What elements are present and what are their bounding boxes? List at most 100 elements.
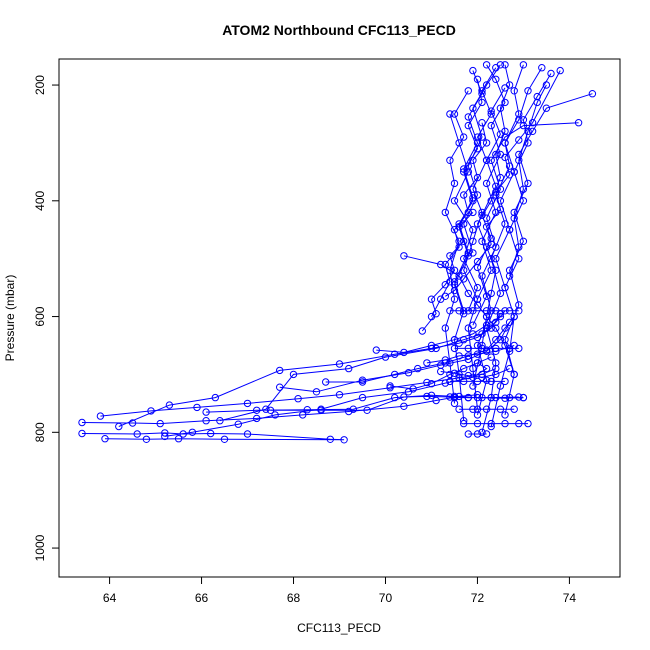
data-point [496,312,505,321]
data-point [335,360,344,368]
data-point [446,110,454,118]
data-point [519,185,528,193]
data-point [423,359,431,367]
data-point [464,87,472,95]
data-point [358,376,367,384]
data-point [492,307,500,315]
x-tick-label: 64 [103,591,117,605]
data-point [519,121,528,130]
data-point [533,98,541,107]
data-point [496,61,505,69]
data-point [441,208,449,217]
series-39 [505,81,551,280]
data-point [515,110,523,118]
data-point [455,352,463,360]
data-point [519,393,528,402]
data-point [446,252,454,260]
data-point [460,165,468,173]
data-point [482,430,491,438]
data-point [492,182,500,191]
series-line [509,84,547,277]
data-point [524,179,532,188]
series-line [445,70,561,297]
data-point [349,405,357,413]
data-point [450,197,459,205]
data-point [492,150,500,159]
data-point [510,87,518,95]
data-point [243,430,252,438]
series-37 [450,66,486,318]
series-line [279,322,511,393]
data-point [528,127,537,136]
data-point [473,419,482,428]
data-point [418,327,426,335]
data-point [515,150,523,159]
data-point [400,348,408,357]
data-point [515,156,523,165]
data-point [450,286,459,295]
data-point [147,407,155,415]
data-point [501,419,509,428]
data-point [469,382,477,390]
data-point [276,366,284,375]
data-point [450,281,459,289]
data-point [460,275,468,283]
series-line [81,432,345,441]
data-point [487,107,495,115]
series-line [504,93,593,416]
data-point [207,429,215,438]
data-point [469,405,477,413]
series-33 [437,364,514,381]
data-point [556,66,564,75]
data-point [455,405,463,413]
data-point [487,353,495,361]
data-point [478,344,486,353]
data-point [446,307,454,315]
data-point [450,336,459,344]
data-point [464,371,472,380]
data-point [202,408,210,416]
series-27 [455,405,518,413]
data-point [464,344,472,353]
data-point [496,150,505,159]
data-point [460,364,468,373]
data-point [505,266,514,274]
x-axis-label: CFC113_PECD [297,621,381,635]
data-point [101,435,109,443]
data-point [414,364,422,373]
data-point [492,75,500,84]
data-point [441,260,449,269]
data-point [450,344,459,353]
data-point [133,430,141,438]
data-point [505,364,514,373]
data-point [524,87,532,95]
data-point [478,211,486,220]
data-point [156,419,164,428]
data-point [294,395,302,403]
series-line [449,113,479,311]
series-line [453,70,483,314]
data-point [427,380,436,388]
data-point [381,353,390,361]
data-point [469,373,477,381]
data-point [473,283,482,292]
data-point [496,382,505,390]
data-point [262,405,270,413]
data-point [469,66,477,75]
data-point [469,104,477,112]
data-point [492,359,500,367]
data-point [243,399,252,408]
data-point [317,406,325,414]
data-point [473,301,482,309]
data-point [266,406,275,414]
data-point [174,435,183,443]
data-point [211,393,220,402]
data-point [496,405,505,413]
data-point [460,133,468,141]
data-point [482,223,491,231]
data-point [482,61,491,69]
x-tick-label: 74 [563,591,577,605]
data-point [464,430,472,438]
data-point [510,370,518,379]
data-point [524,419,532,428]
